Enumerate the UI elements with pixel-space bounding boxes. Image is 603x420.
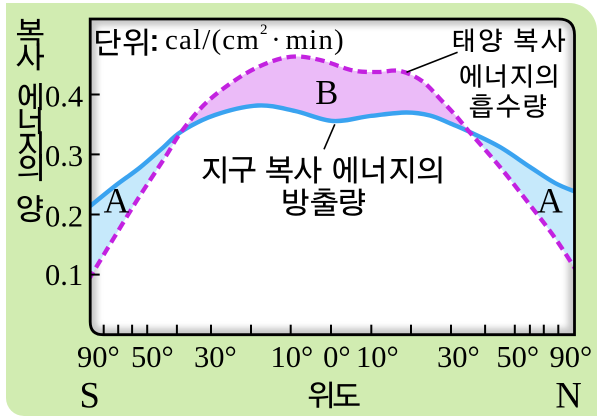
svg-text:50°: 50° xyxy=(131,340,174,374)
svg-text:N: N xyxy=(555,374,581,415)
svg-text:A: A xyxy=(537,181,563,221)
svg-text:S: S xyxy=(80,375,100,416)
svg-text:0°: 0° xyxy=(323,340,350,374)
svg-text:90°: 90° xyxy=(549,340,592,374)
svg-text:30°: 30° xyxy=(437,340,480,374)
svg-text:0.1: 0.1 xyxy=(45,258,83,292)
svg-text:0.4: 0.4 xyxy=(45,79,83,113)
svg-text:30°: 30° xyxy=(194,340,237,374)
svg-text:cal/(cm2·min): cal/(cm2· min) xyxy=(165,22,345,56)
svg-text:10°: 10° xyxy=(270,340,313,374)
svg-text:B: B xyxy=(315,74,338,112)
svg-text:0.3: 0.3 xyxy=(45,139,83,173)
svg-text:0.2: 0.2 xyxy=(45,199,83,233)
svg-text:90°: 90° xyxy=(77,340,120,374)
svg-text:50°: 50° xyxy=(496,340,539,374)
svg-text:10°: 10° xyxy=(356,340,399,374)
svg-text:A: A xyxy=(104,181,130,221)
